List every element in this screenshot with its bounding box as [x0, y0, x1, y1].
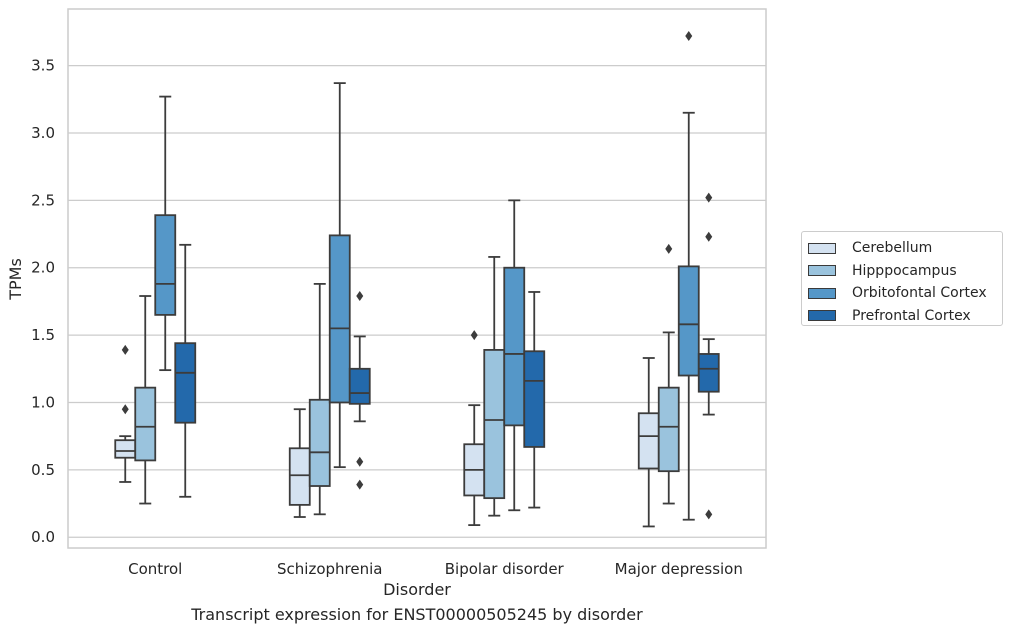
legend-swatch-prefrontal-cortex	[808, 310, 836, 322]
x-axis: Control Schizophrenia Bipolar disorder Majo…	[128, 560, 743, 578]
box	[677, 265, 700, 377]
outlier-point	[705, 509, 713, 520]
legend-label-orbitofrontal-cortex: Orbitofontal Cortex	[852, 285, 987, 302]
legend-item-hippocampus: Hipppocampus	[808, 260, 1002, 283]
outlier-point	[685, 30, 693, 41]
legend-item-prefrontal-cortex: Prefrontal Cortex	[808, 305, 1002, 328]
outlier-point	[356, 456, 364, 467]
box-group	[328, 82, 351, 469]
box-group	[308, 282, 331, 516]
legend-label-prefrontal-cortex: Prefrontal Cortex	[852, 307, 971, 324]
outlier-point	[665, 243, 673, 254]
legend-swatch-orbitofrontal-cortex	[808, 287, 836, 299]
box	[697, 353, 720, 393]
box-group	[657, 243, 680, 505]
box	[308, 398, 331, 487]
box-group	[463, 330, 486, 526]
box	[637, 412, 660, 470]
y-axis-label: TPMs	[6, 258, 25, 301]
y-tick-label: 2.5	[31, 191, 55, 209]
plot-border	[67, 8, 767, 549]
box	[523, 350, 546, 448]
legend-item-orbitofrontal-cortex: Orbitofontal Cortex	[808, 282, 1002, 305]
box-group	[348, 291, 371, 490]
figure-caption: Transcript expression for ENST0000050524…	[191, 605, 643, 624]
y-tick-label: 1.0	[31, 393, 55, 411]
y-tick-label: 1.5	[31, 326, 55, 344]
outlier-point	[121, 344, 129, 355]
legend-swatch-cerebellum	[808, 242, 836, 254]
axes-frame	[67, 8, 767, 549]
box-group	[288, 408, 311, 518]
box	[288, 447, 311, 506]
y-tick-label: 3.0	[31, 124, 55, 142]
boxplot-marks	[114, 30, 720, 528]
outlier-point	[121, 404, 129, 415]
box	[348, 367, 371, 405]
legend-label-hippocampus: Hipppocampus	[852, 262, 957, 279]
box-group	[114, 344, 137, 483]
box	[657, 386, 680, 473]
outlier-point	[470, 330, 478, 341]
box-group	[174, 243, 197, 498]
x-tick-label: Schizophrenia	[277, 560, 382, 578]
box-group	[134, 295, 157, 505]
box	[134, 386, 157, 462]
x-tick-label: Control	[128, 560, 182, 578]
outlier-point	[356, 291, 364, 302]
box-group	[677, 30, 700, 521]
box	[328, 234, 351, 404]
legend: Cerebellum Hipppocampus Orbitofontal Cor…	[801, 231, 1003, 326]
x-tick-label: Major depression	[615, 560, 743, 578]
box-group	[503, 199, 526, 512]
legend-swatch-hippocampus	[808, 265, 836, 277]
box	[114, 439, 137, 459]
box	[503, 266, 526, 427]
outlier-point	[356, 479, 364, 490]
y-tick-label: 0.0	[31, 528, 55, 546]
outlier-point	[705, 192, 713, 203]
box-group	[637, 357, 660, 528]
box	[154, 214, 177, 316]
x-tick-label: Bipolar disorder	[445, 560, 565, 578]
box-group	[523, 291, 546, 509]
legend-label-cerebellum: Cerebellum	[852, 240, 933, 257]
box	[483, 349, 506, 500]
y-tick-label: 0.5	[31, 461, 55, 479]
y-axis: 0.0 0.5 1.0 1.5 2.0 2.5 3.0 3.5	[31, 57, 55, 547]
y-tick-label: 3.5	[31, 57, 55, 75]
y-tick-label: 2.0	[31, 259, 55, 277]
x-axis-label: Disorder	[383, 580, 451, 599]
box	[174, 342, 197, 424]
box-group	[697, 192, 720, 520]
box-group	[154, 95, 177, 372]
outlier-point	[705, 231, 713, 242]
legend-item-cerebellum: Cerebellum	[808, 237, 1002, 260]
box-group	[483, 256, 506, 517]
